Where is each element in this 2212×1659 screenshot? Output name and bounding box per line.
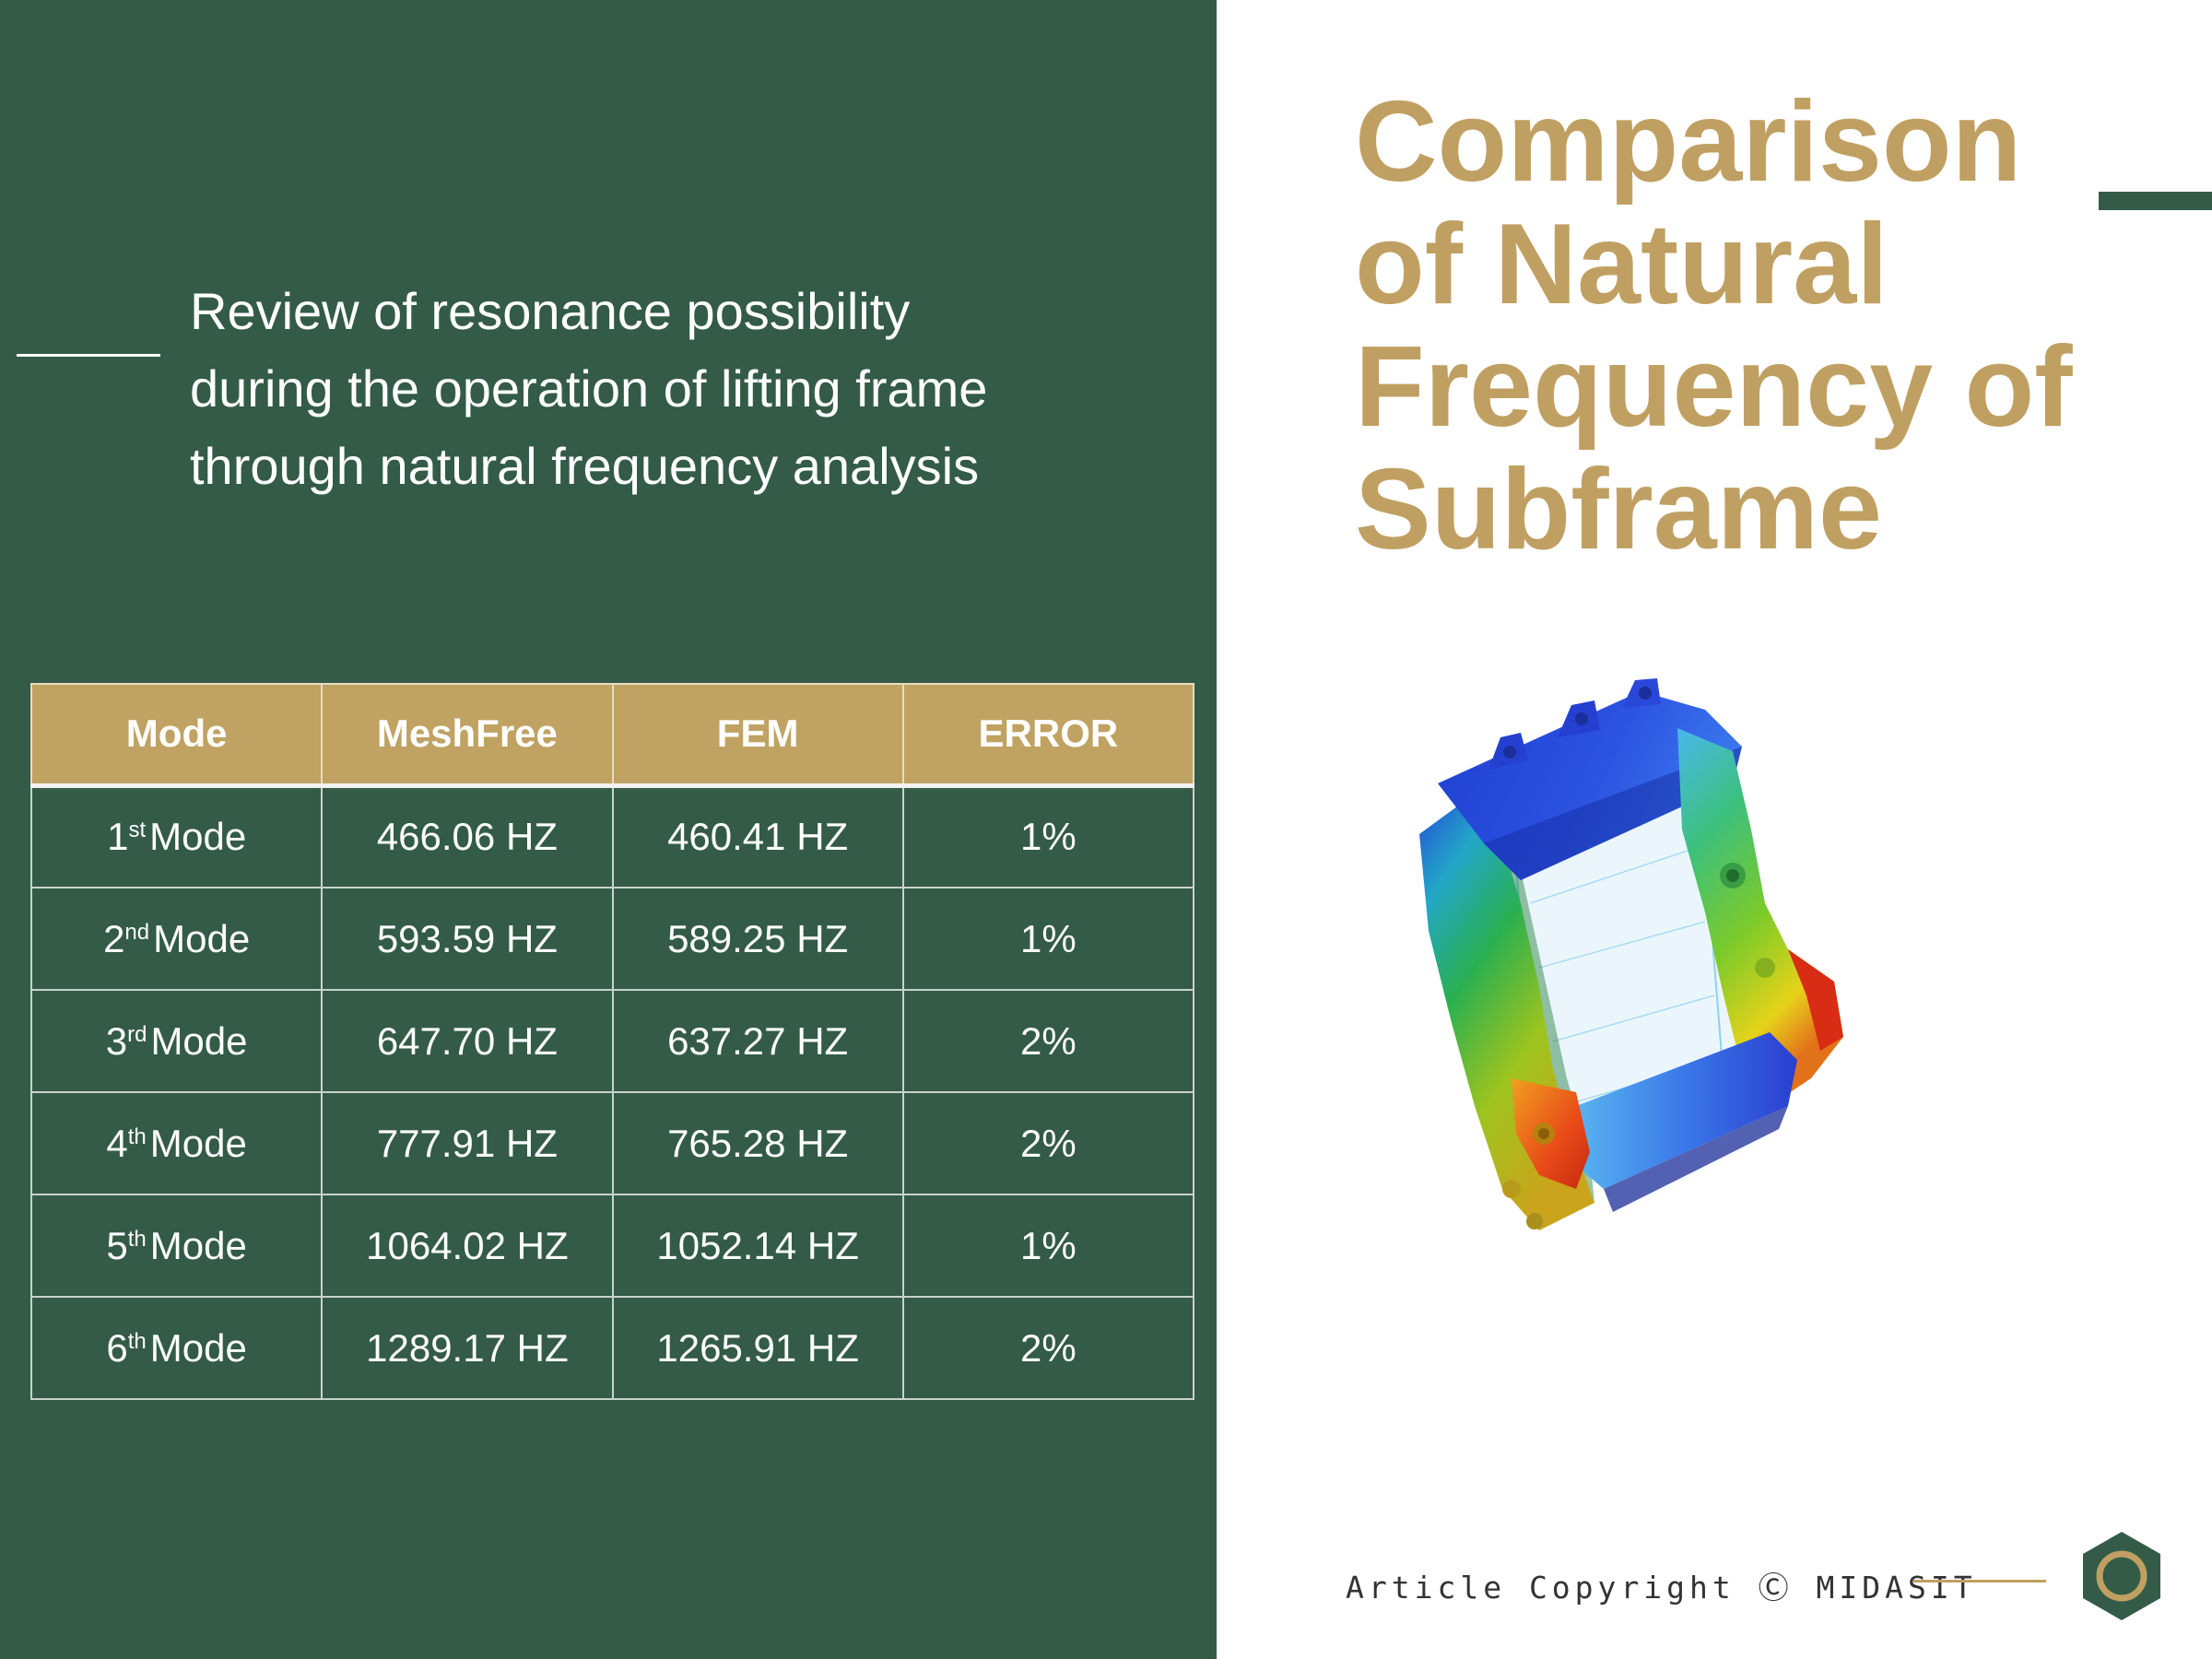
mode-number: 5 [106, 1223, 128, 1267]
intro-line-1: Review of resonance possibility [190, 282, 911, 340]
header-meshfree: MeshFree [321, 683, 614, 788]
mode-number: 3 [105, 1018, 128, 1063]
mode-ordinal: nd [124, 919, 150, 945]
mode-label: Mode [150, 1018, 248, 1063]
mode-cell: 3rdMode [29, 989, 324, 1093]
table-row: 3rdMode 647.70 HZ 637.27 HZ 2% [29, 989, 1195, 1093]
intro-divider [17, 354, 160, 357]
mode-ordinal: th [127, 1226, 147, 1252]
table-row: 1stMode 466.06 HZ 460.41 HZ 1% [29, 784, 1195, 888]
intro-text: Review of resonance possibility during t… [190, 273, 1167, 505]
mode-label: Mode [149, 815, 247, 859]
meshfree-cell: 777.91 HZ [321, 1091, 614, 1195]
table-row: 2ndMode 593.59 HZ 589.25 HZ 1% [29, 887, 1195, 991]
mode-label: Mode [149, 1223, 247, 1267]
mode-label: Mode [153, 916, 251, 960]
error-cell: 1% [901, 784, 1195, 888]
table-row: 5thMode 1064.02 HZ 1052.14 HZ 1% [29, 1194, 1195, 1298]
fem-cell: 589.25 HZ [611, 887, 904, 991]
table-header-row: Mode MeshFree FEM ERROR [29, 683, 1195, 788]
page-title: Comparison of Natural Frequency of Subfr… [1355, 81, 2166, 571]
fem-cell: 1052.14 HZ [611, 1194, 904, 1298]
intro-line-3: through natural frequency analysis [190, 437, 980, 495]
frequency-table: Mode MeshFree FEM ERROR 1stMode 466.06 H… [29, 683, 1195, 1400]
mode-number: 4 [106, 1121, 128, 1165]
error-cell: 2% [901, 989, 1195, 1093]
mode-number: 6 [106, 1325, 128, 1370]
copyright-text: Article Copyright Ⓒ MIDASIT [1346, 1570, 1977, 1606]
mode-label: Mode [149, 1325, 247, 1370]
mode-ordinal: rd [127, 1021, 147, 1047]
title-line-4: Subframe [1355, 446, 1882, 573]
fem-cell: 460.41 HZ [611, 784, 904, 888]
subframe-fem-contour-icon [1419, 678, 1843, 1230]
footer-divider [1913, 1580, 2046, 1583]
title-accent-bar [2099, 192, 2212, 210]
header-fem: FEM [611, 683, 904, 788]
mode-ordinal: th [127, 1124, 147, 1149]
fem-cell: 637.27 HZ [611, 989, 904, 1093]
error-cell: 2% [901, 1091, 1195, 1195]
meshfree-cell: 466.06 HZ [321, 784, 614, 888]
meshfree-cell: 1064.02 HZ [321, 1194, 614, 1298]
meshfree-cell: 647.70 HZ [321, 989, 614, 1093]
header-error: ERROR [901, 683, 1195, 788]
error-cell: 2% [901, 1296, 1195, 1400]
meshfree-cell: 1289.17 HZ [321, 1296, 614, 1400]
title-line-3: Frequency of [1355, 324, 2073, 451]
table-row: 4thMode 777.91 HZ 765.28 HZ 2% [29, 1091, 1195, 1195]
header-mode: Mode [29, 683, 324, 788]
intro-line-2: during the operation of lifting frame [190, 359, 988, 418]
mode-label: Mode [149, 1121, 247, 1165]
error-cell: 1% [901, 1194, 1195, 1298]
fem-cell: 765.28 HZ [611, 1091, 904, 1195]
title-line-1: Comparison [1355, 78, 2022, 206]
mode-cell: 5thMode [29, 1194, 324, 1298]
error-cell: 1% [901, 887, 1195, 991]
mode-cell: 6thMode [29, 1296, 324, 1400]
mode-cell: 2ndMode [29, 887, 324, 991]
left-panel: Review of resonance possibility during t… [0, 0, 1217, 1659]
table-row: 6thMode 1289.17 HZ 1265.91 HZ 2% [29, 1296, 1195, 1400]
mode-ordinal: th [127, 1328, 147, 1354]
mode-number: 1 [107, 815, 129, 859]
hexagon-ring-icon [2083, 1532, 2160, 1620]
mode-cell: 4thMode [29, 1091, 324, 1195]
mode-ordinal: st [128, 818, 147, 843]
title-line-2: of Natural [1355, 201, 1888, 328]
mode-cell: 1stMode [29, 784, 324, 888]
fem-cell: 1265.91 HZ [611, 1296, 904, 1400]
mode-number: 2 [103, 916, 125, 960]
meshfree-cell: 593.59 HZ [321, 887, 614, 991]
